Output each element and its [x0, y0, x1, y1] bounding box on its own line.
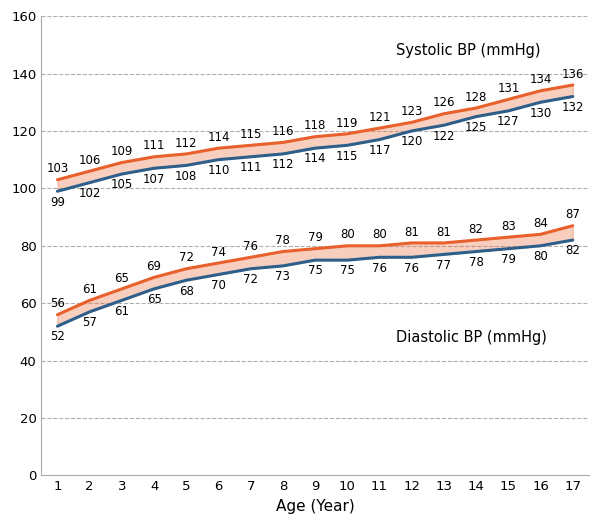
Text: 61: 61: [82, 283, 97, 296]
Text: 81: 81: [437, 226, 451, 239]
Text: 52: 52: [50, 330, 65, 343]
Text: 76: 76: [372, 261, 387, 275]
Text: 115: 115: [239, 128, 262, 141]
Text: 80: 80: [340, 228, 355, 242]
Text: 116: 116: [272, 125, 294, 138]
Text: 136: 136: [562, 68, 584, 81]
Text: 78: 78: [469, 256, 484, 269]
Text: 106: 106: [79, 154, 101, 167]
Text: 61: 61: [115, 304, 130, 318]
Text: 111: 111: [143, 140, 166, 152]
Text: 72: 72: [179, 251, 194, 265]
Text: 114: 114: [207, 131, 230, 144]
Text: 122: 122: [433, 130, 455, 142]
Text: 99: 99: [50, 195, 65, 208]
Text: 120: 120: [401, 135, 423, 148]
Text: 78: 78: [275, 234, 290, 247]
Text: 118: 118: [304, 119, 326, 132]
Text: 80: 80: [533, 250, 548, 263]
Text: 81: 81: [404, 226, 419, 239]
Text: 105: 105: [111, 178, 133, 191]
Text: 69: 69: [146, 260, 161, 273]
Text: 107: 107: [143, 173, 165, 185]
Text: 127: 127: [497, 115, 520, 128]
Text: 77: 77: [436, 259, 451, 272]
Text: 75: 75: [340, 265, 355, 277]
Text: 115: 115: [336, 150, 359, 163]
Text: 74: 74: [211, 246, 226, 259]
Text: Systolic BP (mmHg): Systolic BP (mmHg): [395, 43, 540, 58]
Text: 56: 56: [50, 297, 65, 310]
Text: 132: 132: [562, 101, 584, 114]
Text: 125: 125: [465, 121, 487, 134]
Text: 117: 117: [368, 144, 391, 157]
Text: 119: 119: [336, 117, 359, 130]
Text: 103: 103: [46, 162, 68, 175]
Text: 76: 76: [404, 261, 419, 275]
Text: 70: 70: [211, 279, 226, 292]
Text: 123: 123: [401, 105, 423, 118]
Text: 65: 65: [146, 293, 161, 306]
Text: 111: 111: [239, 161, 262, 174]
Text: 102: 102: [79, 187, 101, 200]
Text: 112: 112: [175, 136, 197, 150]
Text: 83: 83: [501, 220, 516, 233]
Text: 110: 110: [208, 164, 230, 177]
Text: 130: 130: [529, 107, 552, 120]
Text: 82: 82: [469, 223, 484, 236]
Text: 76: 76: [243, 240, 258, 253]
Text: 121: 121: [368, 111, 391, 124]
Text: 57: 57: [82, 316, 97, 329]
Text: 108: 108: [175, 170, 197, 183]
Text: 79: 79: [308, 232, 323, 244]
Text: Diastolic BP (mmHg): Diastolic BP (mmHg): [395, 330, 547, 345]
Text: 79: 79: [501, 253, 516, 266]
Text: 126: 126: [433, 97, 455, 109]
Text: 131: 131: [497, 82, 520, 95]
Text: 75: 75: [308, 265, 323, 277]
Text: 72: 72: [243, 273, 258, 286]
Text: 109: 109: [110, 145, 133, 158]
X-axis label: Age (Year): Age (Year): [276, 499, 355, 514]
Text: 87: 87: [565, 208, 580, 222]
Text: 68: 68: [179, 285, 194, 298]
Text: 128: 128: [465, 91, 487, 103]
Text: 112: 112: [272, 158, 294, 171]
Text: 134: 134: [529, 74, 552, 87]
Text: 65: 65: [115, 271, 130, 285]
Text: 114: 114: [304, 152, 326, 165]
Text: 80: 80: [372, 228, 387, 242]
Text: 84: 84: [533, 217, 548, 230]
Text: 73: 73: [275, 270, 290, 283]
Text: 82: 82: [565, 244, 580, 257]
